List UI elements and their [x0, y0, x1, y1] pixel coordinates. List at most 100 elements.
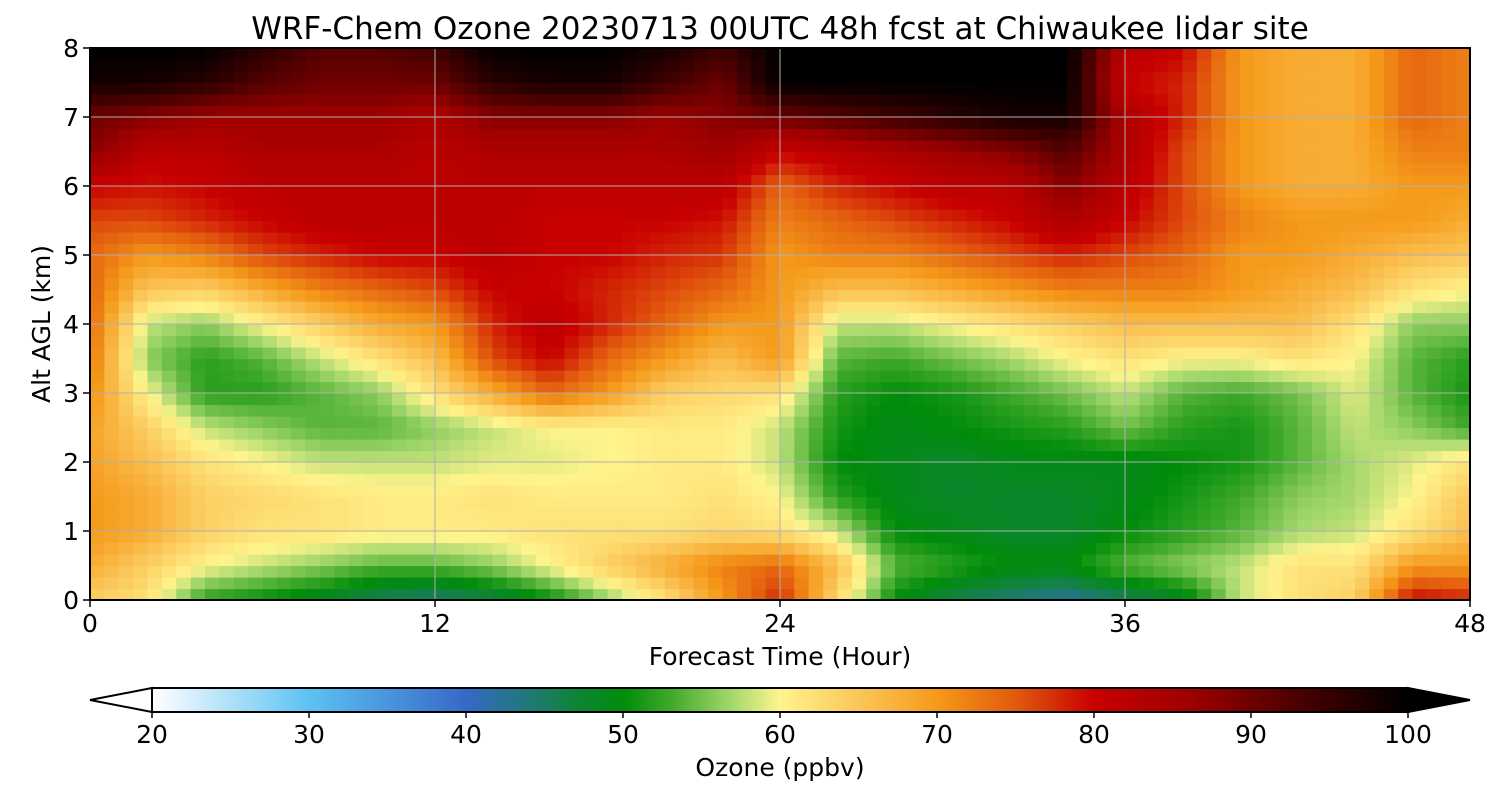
ozone-cell [636, 427, 652, 440]
ozone-cell [478, 243, 494, 256]
ozone-cell [176, 519, 192, 532]
ozone-cell [1053, 312, 1069, 325]
ozone-cell [1125, 324, 1140, 337]
ozone-cell [1038, 542, 1054, 555]
ozone-cell [1240, 427, 1255, 440]
ozone-cell [564, 174, 580, 187]
ozone-cell [334, 347, 350, 360]
ozone-cell [478, 485, 494, 498]
ozone-cell [205, 439, 220, 452]
ozone-cell [1024, 427, 1040, 440]
ozone-cell [305, 151, 321, 164]
ozone-cell [607, 588, 623, 600]
ozone-cell [1081, 462, 1097, 475]
ozone-cell [1153, 278, 1169, 291]
ozone-cell [966, 393, 982, 406]
ozone-cell [104, 404, 120, 417]
ozone-cell [938, 59, 954, 72]
ozone-cell [521, 508, 537, 521]
ozone-cell [348, 496, 364, 509]
ozone-cell [1355, 393, 1370, 406]
ozone-cell [391, 197, 407, 210]
ozone-cell [808, 565, 824, 578]
ozone-cell [1311, 186, 1327, 199]
ozone-cell [607, 220, 623, 233]
ozone-cell [866, 174, 882, 187]
ozone-cell [248, 577, 264, 590]
ozone-cell [1283, 278, 1299, 291]
ozone-cell [895, 462, 910, 475]
ozone-cell [1383, 94, 1399, 107]
ozone-cell [320, 59, 335, 72]
ozone-cell [219, 105, 235, 118]
ozone-cell [909, 565, 925, 578]
ozone-cell [1326, 128, 1342, 141]
ozone-cell [320, 186, 335, 199]
ozone-cell [406, 312, 422, 325]
ozone-cell [1211, 220, 1227, 233]
ozone-cell [320, 416, 335, 429]
ozone-cell [765, 416, 781, 429]
ozone-cell [1067, 278, 1083, 291]
ozone-cell [780, 531, 795, 544]
ozone-cell [420, 255, 436, 268]
ozone-cell [348, 381, 364, 394]
ozone-cell [1455, 588, 1470, 600]
ozone-cell [449, 381, 465, 394]
ozone-cell [1398, 117, 1414, 130]
ozone-cell [1283, 393, 1299, 406]
ozone-cell [1010, 416, 1025, 429]
ozone-cell [794, 508, 810, 521]
ozone-cell [1369, 48, 1385, 61]
ozone-cell [851, 209, 867, 222]
ozone-cell [535, 301, 551, 314]
ozone-cell [1297, 94, 1313, 107]
ozone-cell [463, 266, 479, 279]
ozone-cell [492, 278, 508, 291]
ozone-cell [966, 197, 982, 210]
ozone-cell [1182, 151, 1198, 164]
ozone-cell [1153, 174, 1169, 187]
ozone-cell [233, 450, 249, 463]
ozone-cell [564, 105, 580, 118]
ozone-cell [895, 301, 910, 314]
ozone-cell [895, 151, 910, 164]
ozone-cell [104, 186, 120, 199]
ozone-cell [1067, 232, 1083, 245]
ozone-cell [808, 312, 824, 325]
ozone-cell [895, 542, 910, 555]
ozone-cell [1225, 565, 1241, 578]
ozone-cell [1067, 335, 1083, 348]
ozone-cell [147, 427, 163, 440]
ozone-cell [765, 163, 781, 176]
ozone-cell [233, 462, 249, 475]
ozone-cell [895, 519, 910, 532]
ozone-cell [1153, 358, 1169, 371]
ozone-cell [320, 255, 335, 268]
ozone-cell [895, 82, 910, 95]
ozone-cell [1182, 404, 1198, 417]
ozone-cell [578, 163, 594, 176]
ozone-cell [765, 59, 781, 72]
ozone-cell [923, 278, 939, 291]
ozone-cell [1182, 186, 1198, 199]
ozone-cell [176, 105, 192, 118]
ozone-cell [650, 312, 666, 325]
ozone-cell [1254, 565, 1270, 578]
ozone-cell [1168, 554, 1184, 567]
ozone-cell [823, 531, 839, 544]
ozone-cell [147, 163, 163, 176]
ozone-cell [1110, 82, 1126, 95]
ozone-cell [449, 531, 465, 544]
ozone-cell [1455, 174, 1470, 187]
ozone-cell [348, 531, 364, 544]
ozone-cell [348, 324, 364, 337]
ozone-cell [866, 220, 882, 233]
ozone-cell [1326, 59, 1342, 72]
ozone-cell [981, 404, 997, 417]
ozone-cell [966, 71, 982, 84]
ozone-cell [794, 347, 810, 360]
ozone-cell [377, 404, 393, 417]
ozone-cell [276, 439, 292, 452]
ozone-cell [564, 278, 580, 291]
